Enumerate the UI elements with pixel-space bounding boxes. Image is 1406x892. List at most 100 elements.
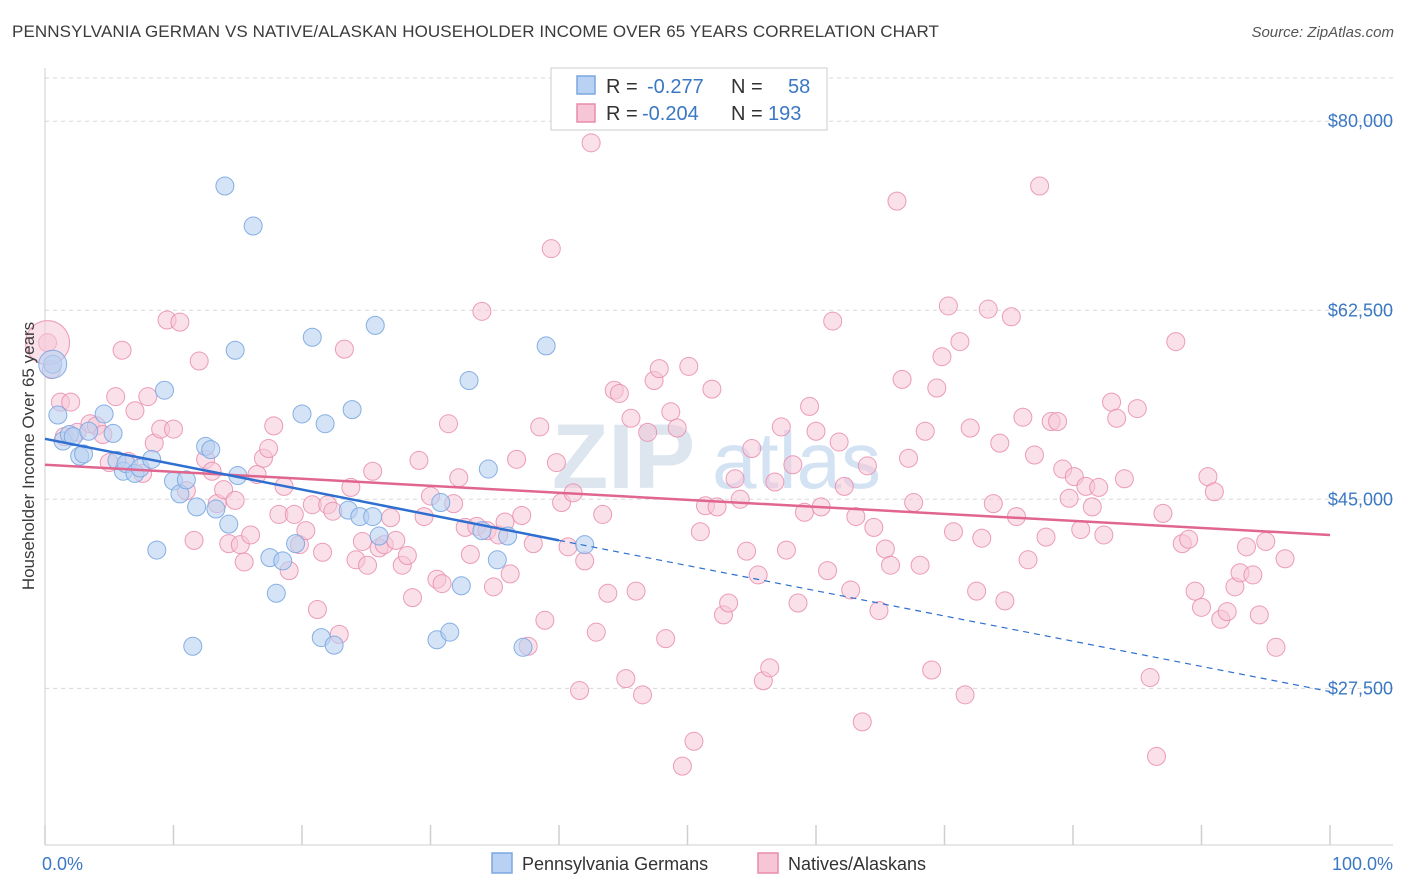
natives-alaskans-point: [381, 508, 401, 528]
natives-alaskans-point: [541, 239, 561, 259]
pennsylvania-germans-point: [206, 499, 226, 519]
natives-alaskans-point: [621, 408, 641, 428]
natives-alaskans-point: [967, 581, 987, 601]
chart-title: PENNSYLVANIA GERMAN VS NATIVE/ALASKAN HO…: [12, 22, 940, 41]
natives-alaskans-point: [1249, 605, 1269, 625]
legend-n-label-2: N =: [731, 103, 763, 125]
natives-alaskans-point: [1107, 408, 1127, 428]
natives-alaskans-trend-line: [44, 463, 1331, 537]
natives-alaskans-point: [1236, 537, 1256, 557]
natives-alaskans-point: [409, 450, 429, 470]
stats-legend: R = -0.277 N = 58 R = -0.204 N = 193: [550, 67, 828, 131]
pennsylvania-germans-point: [342, 400, 362, 420]
natives-alaskans-point: [771, 417, 791, 437]
natives-alaskans-point: [932, 347, 952, 367]
natives-alaskans-point: [748, 565, 768, 585]
natives-alaskans-point: [1153, 503, 1173, 523]
natives-alaskans-point: [1127, 399, 1147, 419]
natives-alaskans-point: [483, 577, 503, 597]
legend-r-value-2: -0.204: [642, 103, 699, 125]
natives-alaskans-point: [915, 421, 935, 441]
natives-alaskans-point: [852, 712, 872, 732]
natives-alaskans-point: [950, 332, 970, 352]
natives-alaskans-point: [138, 387, 158, 407]
natives-alaskans-point: [535, 610, 555, 630]
natives-alaskans-point: [955, 685, 975, 705]
natives-alaskans-point: [995, 591, 1015, 611]
natives-alaskans-point: [609, 383, 629, 403]
natives-alaskans-point: [649, 359, 669, 379]
pennsylvania-germans-trend-line: [44, 437, 560, 542]
pennsylvania-germans-point: [487, 550, 507, 570]
natives-alaskans-point: [730, 489, 750, 509]
pennsylvania-germans-point: [273, 551, 293, 571]
legend-r-value-1: -0.277: [647, 76, 704, 98]
natives-alaskans-point: [892, 369, 912, 389]
natives-alaskans-point: [1166, 332, 1186, 352]
y-tick-label: $45,000: [1328, 489, 1393, 509]
natives-alaskans-point: [1094, 525, 1114, 545]
legend-n-label-1: N =: [731, 76, 763, 98]
pennsylvania-germans-point: [575, 535, 595, 555]
natives-alaskans-point: [684, 731, 704, 751]
natives-alaskans-point: [512, 506, 532, 526]
natives-alaskans-point: [403, 588, 423, 608]
natives-alaskans-point: [737, 541, 757, 561]
series-legend-swatch-pink: [757, 852, 779, 874]
pennsylvania-germans-point: [183, 636, 203, 656]
pennsylvania-germans-point: [155, 380, 175, 400]
natives-alaskans-point: [1114, 469, 1134, 489]
natives-alaskans-point: [1030, 176, 1050, 196]
natives-alaskans-point: [284, 504, 304, 524]
natives-alaskans-point: [386, 530, 406, 550]
natives-alaskans-point: [857, 456, 877, 476]
natives-alaskans-point: [760, 658, 780, 678]
pennsylvania-germans-point: [286, 534, 306, 554]
natives-alaskans-point: [960, 418, 980, 438]
legend-r-label-1: R =: [606, 76, 638, 98]
natives-alaskans-point: [307, 599, 327, 619]
natives-alaskans-point: [1243, 565, 1263, 585]
pennsylvania-germans-point: [478, 459, 498, 479]
y-tick-label: $27,500: [1328, 678, 1393, 698]
natives-alaskans-point: [983, 494, 1003, 514]
natives-alaskans-point: [170, 312, 190, 332]
axes: [44, 68, 1393, 846]
natives-alaskans-point: [586, 622, 606, 642]
natives-alaskans-point: [823, 311, 843, 331]
pennsylvania-germans-point: [187, 497, 207, 517]
natives-alaskans-point: [638, 422, 658, 442]
natives-alaskans-point: [679, 356, 699, 376]
natives-alaskans-point: [927, 378, 947, 398]
pennsylvania-germans-point: [369, 526, 389, 546]
pennsylvania-germans-point-large: [38, 349, 68, 379]
natives-alaskans-point: [598, 583, 618, 603]
natives-alaskans-point: [834, 476, 854, 496]
natives-alaskans-point: [225, 490, 245, 510]
natives-alaskans-point: [846, 507, 866, 527]
natives-alaskans-point: [690, 522, 710, 542]
natives-alaskans-point: [472, 301, 492, 321]
natives-alaskans-point: [616, 669, 636, 689]
natives-alaskans-point: [363, 461, 383, 481]
pennsylvania-germans-point: [176, 470, 196, 490]
pennsylvania-germans-point: [243, 216, 263, 236]
natives-alaskans-point: [1018, 550, 1038, 570]
source-credit: Source: ZipAtlas.com: [1251, 24, 1394, 41]
natives-alaskans-point: [864, 517, 884, 537]
natives-alaskans-point: [1102, 392, 1122, 412]
x-tick-label-min: 0.0%: [42, 854, 83, 874]
natives-alaskans-point: [296, 521, 316, 541]
natives-alaskans-point: [184, 530, 204, 550]
natives-alaskans-point: [1256, 531, 1276, 551]
natives-alaskans-point: [776, 540, 796, 560]
legend-n-value-2: 193: [768, 103, 801, 125]
natives-alaskans-point: [841, 580, 861, 600]
series-legend-label-blue: Pennsylvania Germans: [522, 854, 708, 874]
natives-alaskans-point: [460, 544, 480, 564]
pennsylvania-germans-point: [48, 405, 68, 425]
y-tick-label: $80,000: [1328, 111, 1393, 131]
natives-alaskans-point: [943, 522, 963, 542]
natives-alaskans-point: [581, 133, 601, 153]
natives-alaskans-point: [1001, 307, 1021, 327]
